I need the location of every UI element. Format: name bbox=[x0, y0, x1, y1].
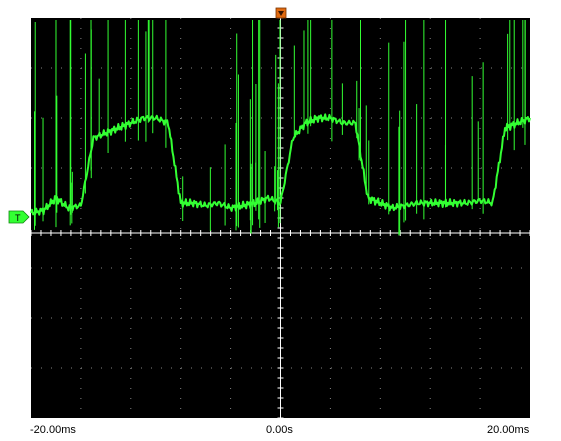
channel-trigger-level-icon[interactable]: T bbox=[8, 210, 30, 224]
signal-trace bbox=[30, 113, 531, 216]
trigger-position-marker-icon[interactable] bbox=[275, 7, 287, 19]
time-axis-label-center: 0.00s bbox=[266, 424, 293, 436]
trigger-label: T bbox=[15, 213, 21, 223]
grid bbox=[30, 17, 531, 419]
time-axis-label-right: 20.00ms bbox=[487, 424, 530, 436]
signal-spikes bbox=[33, 20, 526, 236]
time-axis-label-left: -20.00ms bbox=[30, 424, 76, 436]
